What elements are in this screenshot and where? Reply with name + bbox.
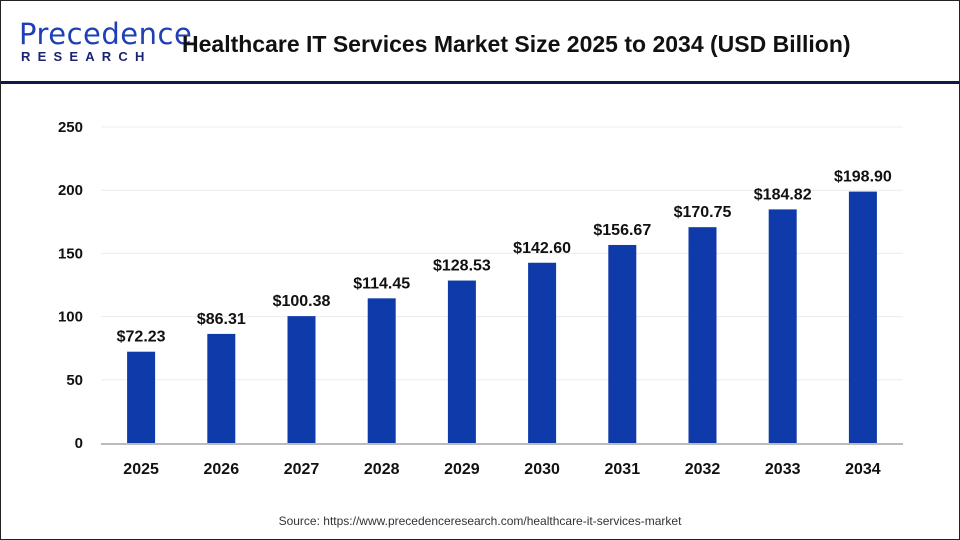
y-tick-label: 100 <box>58 309 83 326</box>
data-label: $86.31 <box>197 311 246 328</box>
y-tick-label: 200 <box>58 182 83 199</box>
y-tick-label: 150 <box>58 245 83 262</box>
x-tick-label: 2033 <box>765 461 801 478</box>
bar <box>528 262 557 443</box>
bar <box>768 209 797 443</box>
x-tick-label: 2025 <box>123 461 159 478</box>
x-tick-label: 2029 <box>444 461 480 478</box>
data-label: $184.82 <box>754 186 812 203</box>
x-tick-label: 2028 <box>364 461 400 478</box>
bar <box>287 316 316 443</box>
data-label: $142.60 <box>513 240 571 257</box>
x-tick-label: 2026 <box>204 461 240 478</box>
data-label: $100.38 <box>273 293 331 310</box>
bar <box>688 227 717 443</box>
data-label: $114.45 <box>353 275 410 292</box>
bar <box>367 298 396 443</box>
chart-title: Healthcare IT Services Market Size 2025 … <box>182 31 851 57</box>
x-tick-label: 2032 <box>685 461 721 478</box>
bar <box>447 280 476 443</box>
data-label: $170.75 <box>674 204 732 221</box>
bar <box>127 351 156 443</box>
data-label: $128.53 <box>433 258 491 275</box>
header: Precedence RESEARCH Healthcare IT Servic… <box>1 1 959 84</box>
data-label: $156.67 <box>593 222 651 239</box>
x-tick-label: 2027 <box>284 461 320 478</box>
bar <box>848 191 877 443</box>
y-tick-label: 0 <box>75 435 83 452</box>
x-tick-label: 2034 <box>845 461 881 478</box>
data-label: $198.90 <box>834 169 892 186</box>
precedence-research-logo: Precedence RESEARCH <box>19 17 193 64</box>
x-tick-label: 2031 <box>605 461 641 478</box>
x-tick-label: 2030 <box>524 461 560 478</box>
data-label: $72.23 <box>117 329 166 346</box>
bar <box>608 244 637 443</box>
bar <box>207 333 236 443</box>
source-note: Source: https://www.precedenceresearch.c… <box>278 514 682 528</box>
y-tick-label: 50 <box>66 372 83 389</box>
y-tick-label: 250 <box>58 119 83 136</box>
